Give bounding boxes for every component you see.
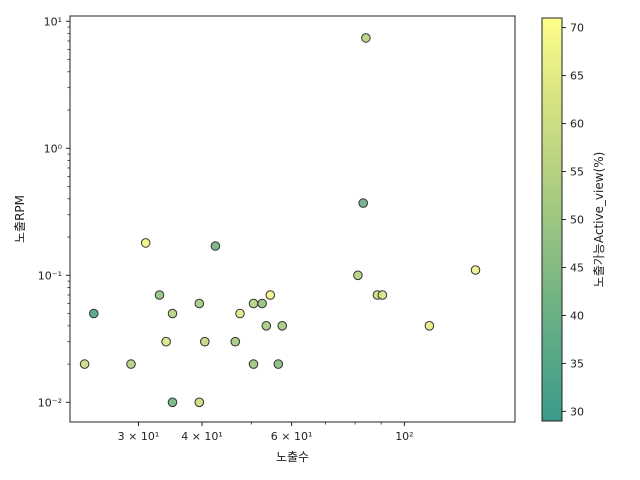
data-point <box>230 336 241 347</box>
y-tick-label: 10⁻¹ <box>38 269 62 282</box>
data-point <box>424 321 435 331</box>
data-point <box>210 241 221 251</box>
colorbar-tick-label: 50 <box>570 214 584 227</box>
data-point <box>265 290 276 300</box>
data-point <box>273 359 284 369</box>
x-tick-label: 4 × 10¹ <box>181 430 223 443</box>
y-axis: 10⁻² 10⁻¹ 10⁰ 10¹ <box>38 15 70 409</box>
x-tick-label: 3 × 10¹ <box>118 430 160 443</box>
data-point <box>200 336 210 347</box>
data-point <box>358 198 369 208</box>
x-tick-label: 10² <box>395 430 413 443</box>
data-point <box>167 308 178 319</box>
y-axis-label: 노출RPM <box>13 195 27 243</box>
data-point <box>126 359 136 369</box>
colorbar <box>541 17 563 422</box>
data-point <box>194 298 205 309</box>
data-points <box>79 33 481 408</box>
data-point <box>261 321 272 331</box>
data-point <box>140 238 151 248</box>
colorbar-tick-label: 30 <box>570 405 584 418</box>
data-point <box>377 290 388 300</box>
colorbar-tick-label: 60 <box>570 118 584 131</box>
colorbar-tick-label: 55 <box>570 166 584 179</box>
colorbar-tick-label: 40 <box>570 309 584 322</box>
data-point <box>89 308 99 319</box>
colorbar-label: 노출가능Active_view(%) <box>592 152 606 288</box>
data-point <box>248 359 259 369</box>
data-point <box>161 336 171 347</box>
colorbar-tick-label: 65 <box>570 70 584 83</box>
x-axis-label: 노출수 <box>276 450 309 464</box>
x-axis: 3 × 10¹ 4 × 10¹ 6 × 10¹ 10² <box>118 422 414 443</box>
data-point <box>277 321 288 331</box>
data-point <box>235 308 245 319</box>
colorbar-tick-label: 45 <box>570 261 584 274</box>
data-point <box>154 290 165 300</box>
data-point <box>194 397 205 408</box>
data-point <box>167 397 178 408</box>
plot-frame <box>69 15 516 423</box>
data-point <box>257 298 267 309</box>
y-tick-label: 10⁻² <box>38 396 62 409</box>
data-point <box>470 265 481 275</box>
y-tick-label: 10⁰ <box>44 142 63 155</box>
x-tick-label: 6 × 10¹ <box>271 430 313 443</box>
data-point <box>361 33 371 43</box>
data-point <box>248 298 259 309</box>
y-tick-label: 10¹ <box>44 15 62 28</box>
colorbar-tick-label: 35 <box>570 357 584 370</box>
data-point <box>353 270 363 281</box>
colorbar-tick-label: 70 <box>570 22 584 35</box>
data-point <box>79 359 90 369</box>
colorbar-axis: 30 35 40 45 50 55 60 65 70 <box>562 22 584 418</box>
